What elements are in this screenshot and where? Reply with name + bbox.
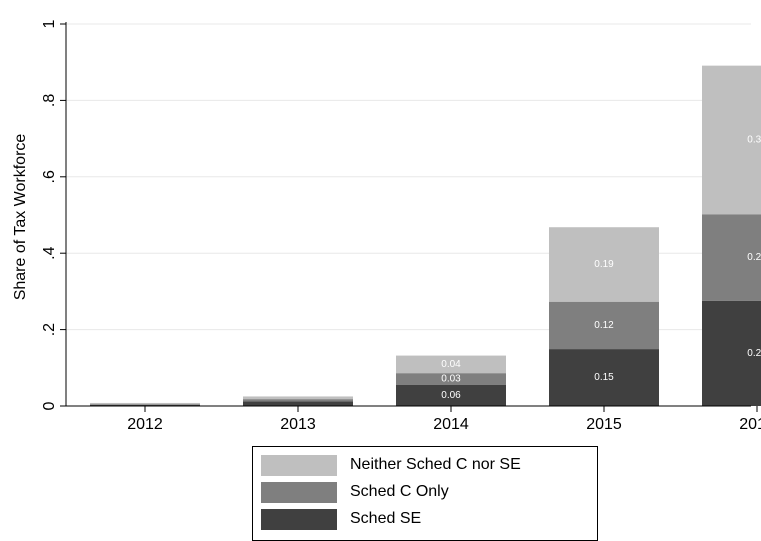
y-tick-label: 1 [41, 19, 58, 28]
axes: 0 .2 .4 .6 .8 1 2012 2013 2014 2015 2016 [41, 19, 761, 433]
x-tick-label: 2016 [739, 416, 761, 433]
data-label: 0.28 [747, 348, 761, 359]
y-axis-title: Share of Tax Workforce [12, 134, 29, 301]
x-tick-label: 2014 [433, 416, 469, 433]
bar-segment [396, 373, 506, 385]
data-label: 0.39 [747, 134, 761, 145]
bar-segment [243, 396, 353, 400]
legend-swatch [261, 481, 337, 503]
bar-segment [90, 404, 200, 405]
bar-segment [243, 399, 353, 402]
bar-segment [396, 384, 506, 406]
bars: 0.06 0.03 0.04 0.15 0.12 0.19 0.28 0.23 0.39 [90, 65, 761, 406]
x-tick-label: 2012 [127, 416, 163, 433]
x-tick-label: 2013 [280, 416, 316, 433]
legend-swatch [261, 454, 337, 476]
bar-segment [90, 404, 200, 406]
legend-item: Sched C Only [261, 481, 449, 503]
bar-segment [702, 214, 761, 301]
data-label: 0.03 [441, 374, 461, 385]
y-tick-label: 0 [41, 401, 58, 410]
data-label: 0.15 [594, 372, 614, 383]
legend-item: Sched SE [261, 508, 421, 530]
bar-segment [243, 401, 353, 406]
data-label: 0.19 [594, 259, 614, 270]
legend-swatch [261, 508, 337, 530]
data-label: 0.12 [594, 320, 614, 331]
data-label: 0.23 [747, 252, 761, 263]
bar-segment [702, 300, 761, 406]
bar-segment [549, 227, 659, 302]
x-tick-label: 2015 [586, 416, 622, 433]
y-tick-label: .2 [41, 323, 58, 336]
legend: Neither Sched C nor SE Sched C Only Sched … [252, 446, 598, 541]
bar-segment [702, 65, 761, 215]
legend-item: Neither Sched C nor SE [261, 454, 521, 476]
bar-segment [549, 301, 659, 350]
legend-label: Sched C Only [350, 483, 449, 500]
y-tick-label: .6 [41, 170, 58, 183]
y-tick-label: .8 [41, 94, 58, 107]
bar-segment [90, 402, 200, 405]
data-label: 0.06 [441, 390, 461, 401]
y-tick-label: .4 [41, 246, 58, 259]
legend-label: Sched SE [350, 510, 422, 527]
bar-segment [396, 355, 506, 374]
bar-segment [549, 349, 659, 406]
data-label: 0.04 [441, 359, 461, 370]
legend-label: Neither Sched C nor SE [350, 456, 521, 473]
